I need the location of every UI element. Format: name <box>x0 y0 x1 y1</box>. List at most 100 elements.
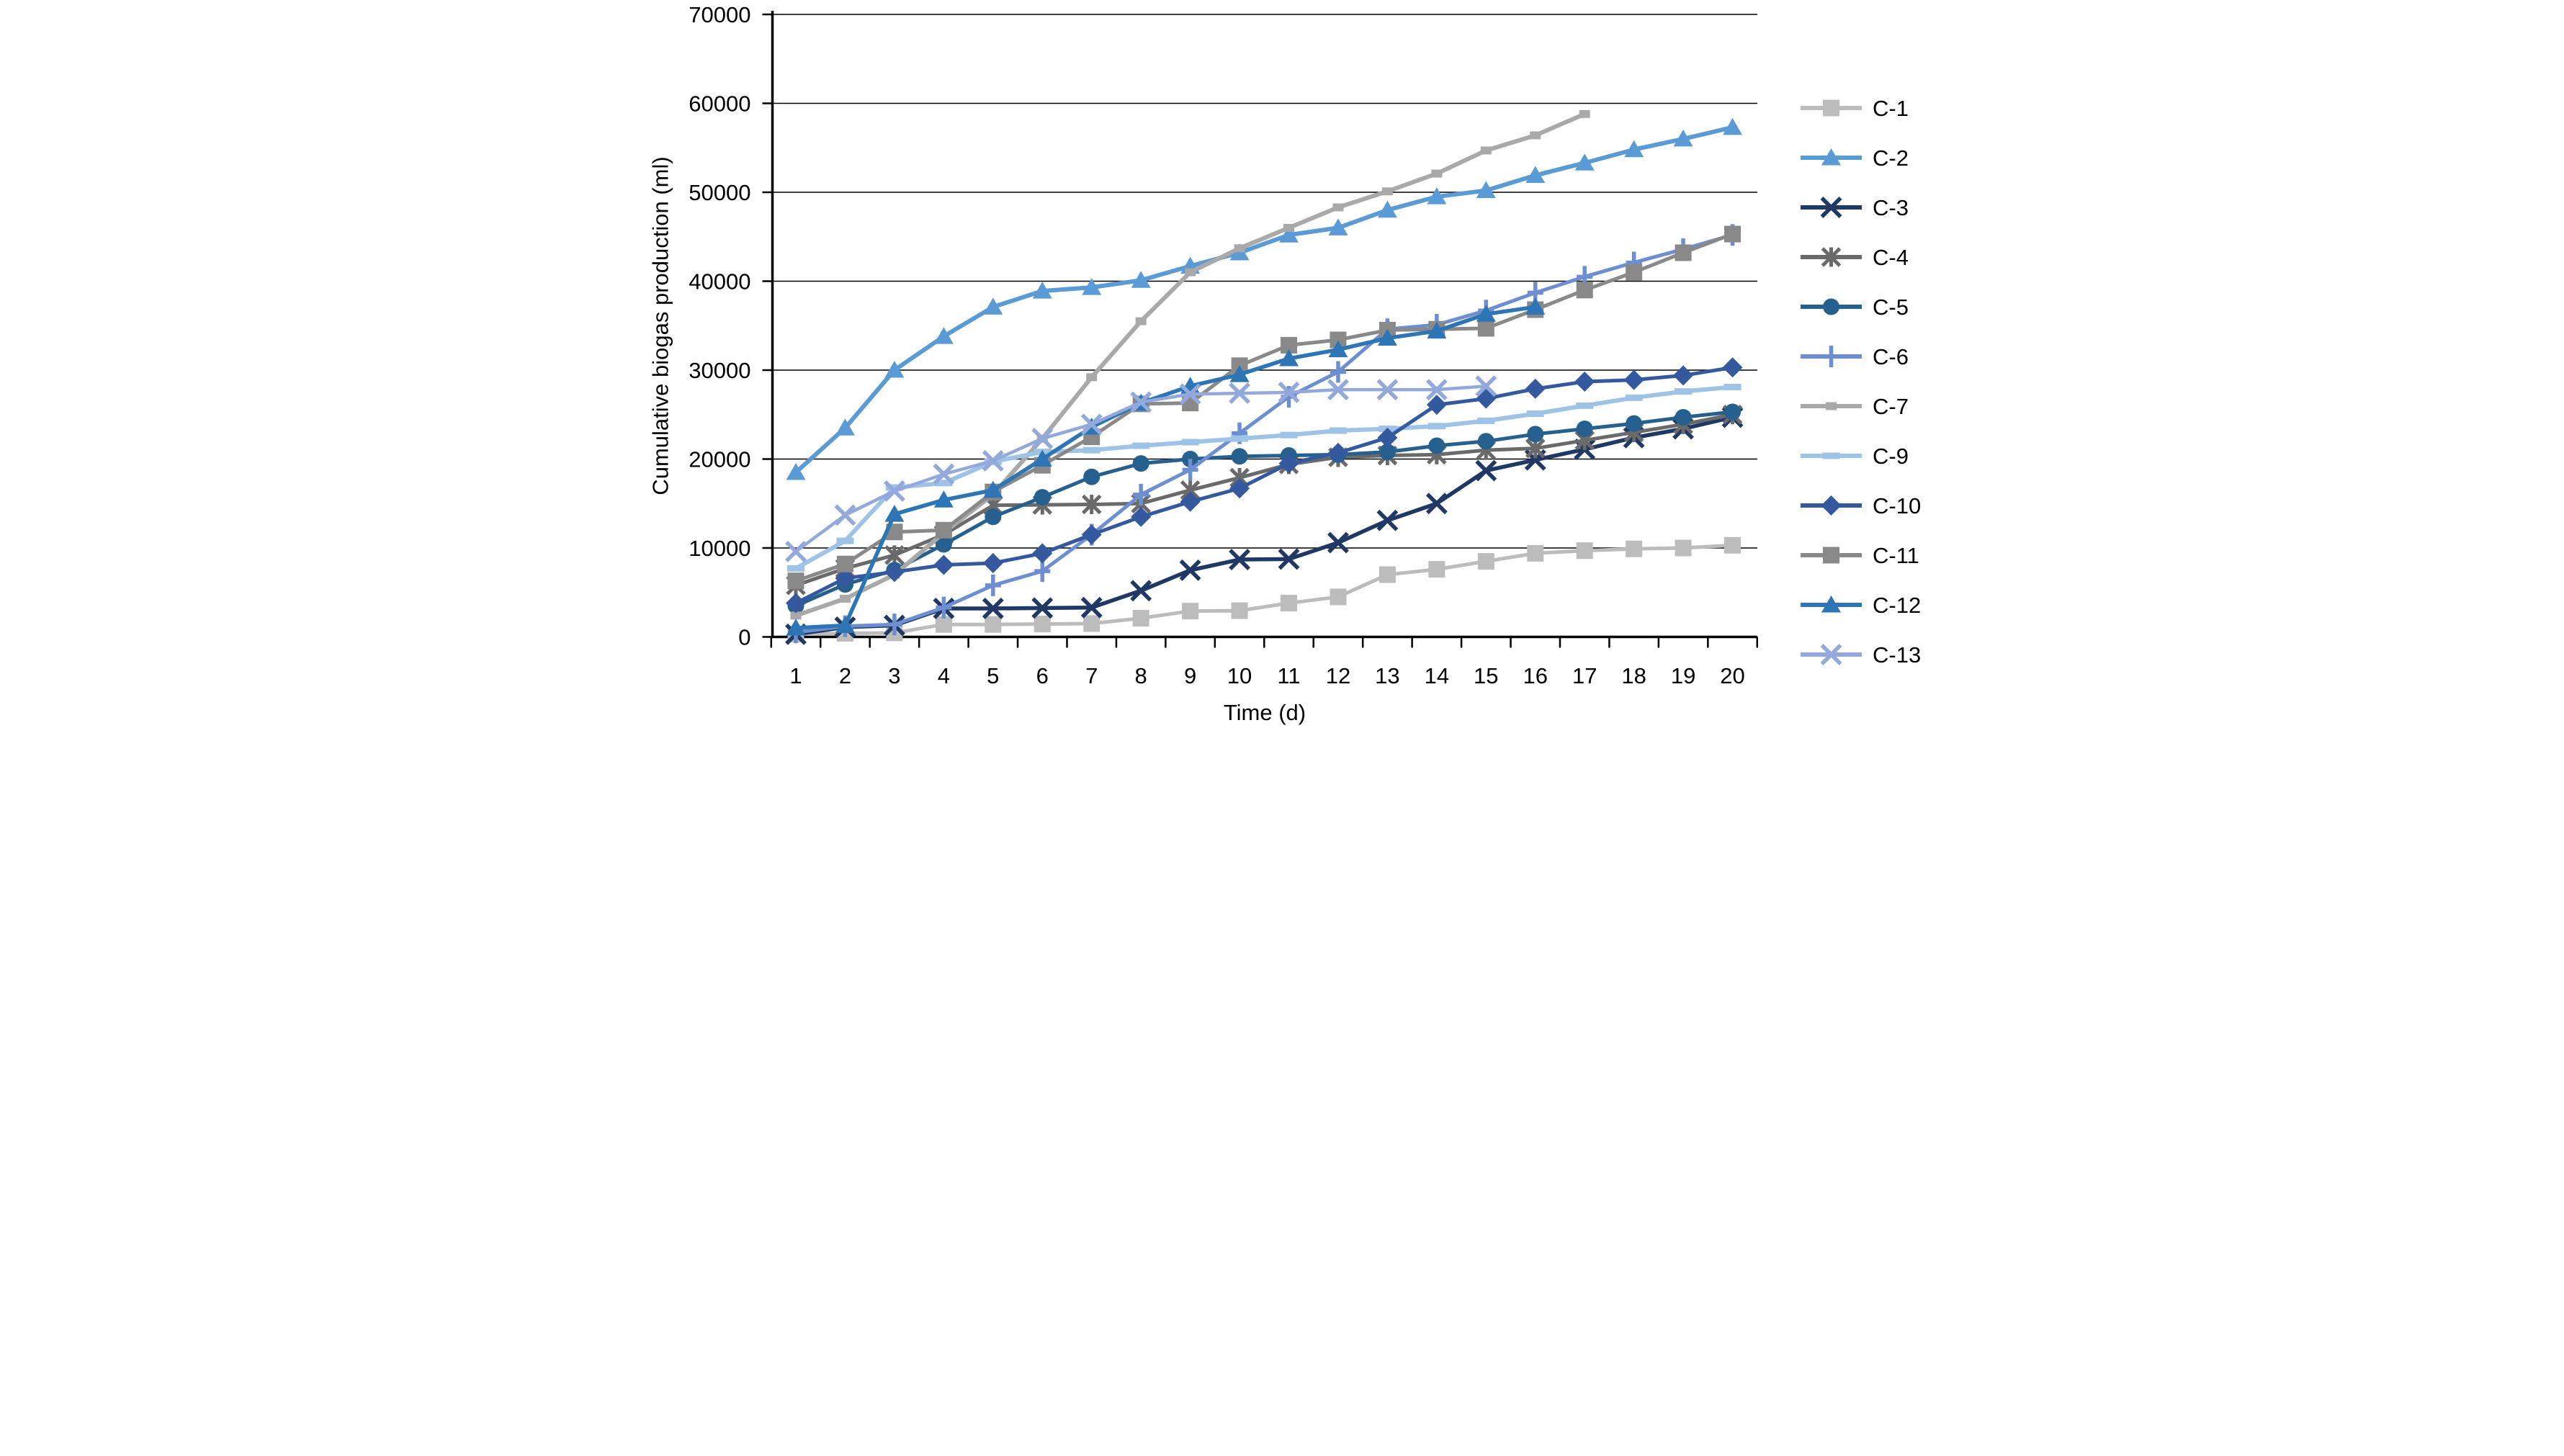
data-point-C-2-day-12 <box>1328 218 1348 235</box>
series-line-C-2 <box>794 125 1734 475</box>
data-point-C-1-day-4 <box>935 616 952 633</box>
data-point-C-10-day-3 <box>884 562 905 583</box>
legend-item-C-1: C-1 <box>1801 96 1909 121</box>
y-axis-title: Cumulative biogas production (ml) <box>648 156 673 495</box>
data-point-C-5-day-16 <box>1527 426 1544 443</box>
data-point-C-1-day-9 <box>1182 603 1199 620</box>
y-tick-label-50000: 50000 <box>689 180 750 205</box>
data-point-C-7-day-11 <box>1283 223 1294 232</box>
data-point-C-2-day-18 <box>1624 140 1644 158</box>
x-tick-label-4: 4 <box>938 663 950 688</box>
legend-label-C-1: C-1 <box>1873 96 1909 121</box>
series-line-C-6 <box>795 233 1734 634</box>
data-point-C-13-day-9 <box>1179 383 1201 405</box>
data-point-C-2-day-14 <box>1427 187 1447 205</box>
data-point-C-5-day-18 <box>1626 415 1643 432</box>
x-tick-label-1: 1 <box>789 663 802 688</box>
legend-diamond-icon-C-10 <box>1821 495 1842 516</box>
data-point-C-7-day-14 <box>1431 169 1443 178</box>
data-point-C-1-day-18 <box>1626 540 1643 557</box>
y-tick-label-70000: 70000 <box>689 2 750 27</box>
data-point-C-3-day-7 <box>1080 596 1103 619</box>
data-point-C-7-day-16 <box>1530 131 1541 140</box>
data-point-C-10-day-17 <box>1574 372 1595 392</box>
data-point-C-12-day-12 <box>1328 340 1348 358</box>
data-point-C-1-day-12 <box>1330 588 1347 606</box>
legend-label-C-10: C-10 <box>1873 493 1921 518</box>
data-point-C-11-day-19 <box>1675 244 1692 261</box>
series-layer <box>785 109 1744 645</box>
data-point-C-5-day-19 <box>1675 408 1692 426</box>
data-point-C-1-day-16 <box>1527 544 1544 562</box>
data-point-C-12-day-15 <box>1476 305 1496 322</box>
legend-item-C-2: C-2 <box>1801 145 1909 171</box>
data-point-C-12-day-4 <box>933 490 954 508</box>
data-point-C-12-day-5 <box>983 480 1003 498</box>
data-point-C-13-day-10 <box>1229 382 1250 405</box>
legend-item-C-3: C-3 <box>1801 195 1909 220</box>
series-C-1 <box>787 536 1742 643</box>
data-point-C-11-day-20 <box>1724 225 1742 243</box>
data-point-C-13-day-12 <box>1327 379 1349 401</box>
data-point-C-2-day-19 <box>1673 129 1693 147</box>
x-tick-label-17: 17 <box>1572 663 1597 688</box>
series-C-13 <box>785 375 1497 562</box>
data-point-C-10-day-16 <box>1525 378 1546 399</box>
data-point-C-11-day-12 <box>1330 331 1347 349</box>
data-point-C-13-day-11 <box>1278 381 1300 403</box>
data-point-C-3-day-10 <box>1229 549 1250 570</box>
data-point-C-5-day-13 <box>1379 444 1396 461</box>
data-point-C-2-day-16 <box>1525 166 1546 184</box>
data-point-C-2-day-17 <box>1574 153 1595 171</box>
y-tick-label-40000: 40000 <box>689 269 750 295</box>
legend-label-C-6: C-6 <box>1873 344 1909 369</box>
data-point-C-7-day-17 <box>1579 109 1590 118</box>
data-point-C-1-day-6 <box>1034 616 1051 633</box>
data-point-C-10-day-9 <box>1180 491 1201 512</box>
data-point-C-2-day-3 <box>884 361 905 378</box>
legend-plus-icon-C-6 <box>1823 346 1839 367</box>
x-tick-label-3: 3 <box>888 663 900 688</box>
x-tick-label-8: 8 <box>1135 663 1147 688</box>
x-tick-label-20: 20 <box>1720 663 1744 688</box>
x-tick-label-13: 13 <box>1375 663 1399 688</box>
data-point-C-7-day-10 <box>1234 244 1245 253</box>
legend-label-C-3: C-3 <box>1873 195 1909 220</box>
y-tick-label-60000: 60000 <box>689 91 750 117</box>
data-point-C-11-day-15 <box>1477 320 1494 337</box>
data-point-C-11-day-2 <box>836 555 853 572</box>
data-point-C-9-day-16 <box>1526 410 1544 418</box>
data-point-C-12-day-2 <box>835 616 855 633</box>
x-tick-label-9: 9 <box>1184 663 1196 688</box>
legend-label-C-11: C-11 <box>1873 543 1919 568</box>
data-point-C-6-day-6 <box>1034 560 1051 583</box>
legend-triangle-icon-C-12 <box>1821 596 1841 613</box>
y-tick-label-30000: 30000 <box>689 358 750 383</box>
data-point-C-5-day-6 <box>1034 489 1051 506</box>
y-tick-label-20000: 20000 <box>689 447 750 472</box>
data-point-C-10-day-14 <box>1426 395 1447 415</box>
data-point-C-1-day-17 <box>1576 542 1593 560</box>
data-point-C-5-day-8 <box>1132 455 1149 472</box>
data-point-C-10-day-18 <box>1623 369 1644 390</box>
data-point-C-1-day-5 <box>985 616 1002 633</box>
series-C-2 <box>786 117 1743 480</box>
data-point-C-9-day-7 <box>1082 446 1101 454</box>
data-point-C-5-day-20 <box>1724 403 1742 421</box>
data-point-C-5-day-14 <box>1428 437 1445 454</box>
data-point-C-1-day-20 <box>1724 536 1742 554</box>
data-point-C-6-day-8 <box>1133 483 1149 505</box>
data-point-C-10-day-10 <box>1229 478 1250 499</box>
legend-label-C-13: C-13 <box>1873 642 1921 668</box>
data-point-C-13-day-4 <box>933 463 955 485</box>
legend-item-C-12: C-12 <box>1801 593 1921 618</box>
legend-item-C-11: C-11 <box>1801 543 1919 568</box>
data-point-C-1-day-15 <box>1477 553 1494 570</box>
series-line-C-3 <box>795 415 1734 637</box>
series-line-C-12 <box>795 305 1536 630</box>
data-point-C-10-day-20 <box>1722 357 1743 378</box>
data-point-C-10-day-1 <box>786 593 806 614</box>
data-point-C-3-day-9 <box>1179 559 1201 581</box>
data-point-C-7-day-15 <box>1480 146 1492 155</box>
